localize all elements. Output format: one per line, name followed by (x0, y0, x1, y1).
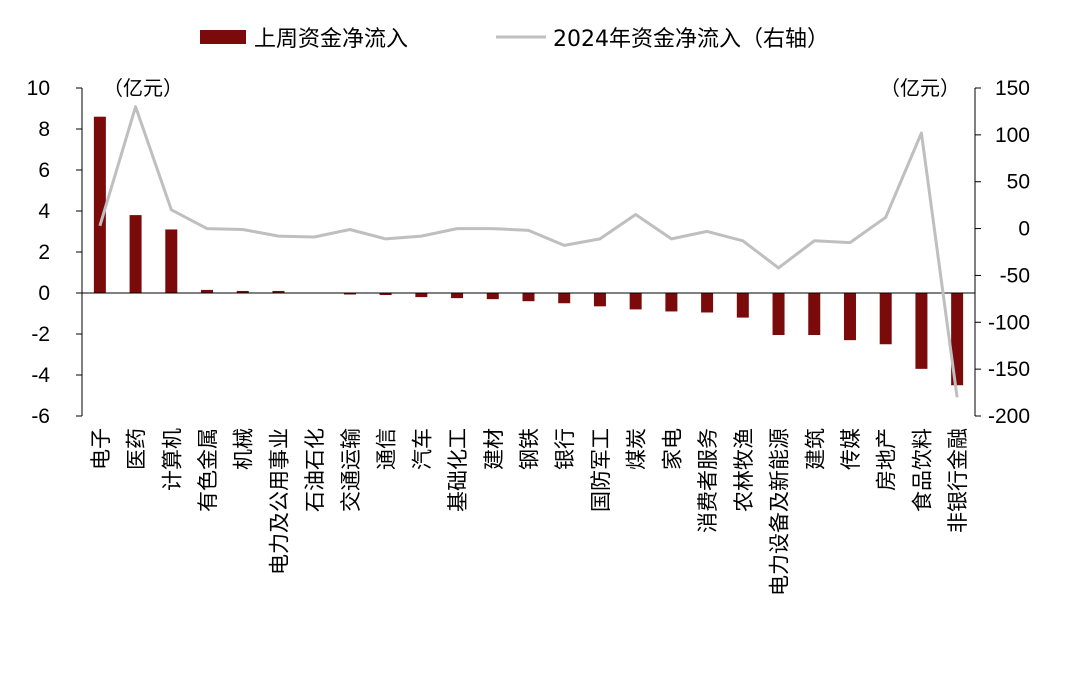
category-label: 电力设备及新能源 (768, 428, 792, 596)
bar (772, 293, 785, 336)
right-axis-unit: （亿元） (880, 76, 960, 100)
bar (343, 293, 356, 295)
right-tick-label: 50 (1007, 171, 1030, 194)
category-label: 消费者服务 (696, 428, 720, 533)
category-label: 机械 (232, 428, 256, 470)
bar (665, 293, 678, 312)
right-tick-label: 0 (1018, 218, 1030, 241)
bar (879, 293, 892, 345)
bar (915, 293, 928, 369)
series-line (98, 105, 959, 398)
bar (629, 293, 642, 310)
right-tick-label: -150 (988, 358, 1030, 381)
category-label: 煤炭 (625, 428, 649, 470)
right-tick-label: -50 (1000, 264, 1030, 287)
category-label: 非银行金融 (946, 428, 970, 533)
bar-series (93, 116, 964, 386)
bar (379, 293, 392, 296)
category-label: 汽车 (410, 428, 434, 470)
category-label: 有色金属 (196, 428, 220, 512)
left-tick-label: 6 (38, 159, 50, 182)
bar (951, 293, 964, 386)
bar (808, 293, 821, 336)
line-series (98, 105, 959, 398)
category-label: 银行 (553, 428, 577, 470)
category-label: 食品饮料 (910, 428, 934, 512)
category-label: 计算机 (160, 428, 184, 491)
left-tick-label: -6 (31, 405, 50, 428)
category-label: 建筑 (803, 428, 827, 470)
category-label: 电子 (89, 428, 113, 470)
bar (558, 293, 571, 304)
right-tick-label: 100 (995, 124, 1030, 147)
bar (236, 290, 249, 293)
left-axis-ticks: 10 8 6 4 2 0 -2 -4 -6 (27, 77, 82, 428)
legend-line-label: 2024年资金净流入（右轴） (553, 27, 829, 52)
left-tick-label: 10 (27, 77, 50, 100)
right-tick-label: -200 (988, 405, 1030, 428)
left-tick-label: 0 (38, 282, 50, 305)
bar (593, 293, 606, 307)
category-label: 交通运输 (339, 428, 363, 512)
bar (129, 215, 142, 293)
legend: 上周资金净流入 2024年资金净流入（右轴） (200, 27, 829, 52)
left-tick-label: 8 (38, 118, 50, 141)
category-label: 医药 (125, 428, 149, 470)
left-tick-label: -4 (31, 364, 50, 387)
bar (843, 293, 856, 341)
category-label: 基础化工 (446, 428, 470, 512)
category-label: 石油石化 (303, 428, 327, 512)
right-tick-label: 150 (995, 77, 1030, 100)
right-tick-label: -100 (988, 311, 1030, 334)
category-label: 建材 (482, 428, 506, 470)
bar (701, 293, 714, 313)
category-labels: 电子 医药 计算机 有色金属 机械 电力及公用事业 石油石化 交通运输 通信 汽车 基础化工 建材 钢铁… (89, 428, 970, 596)
bar (522, 293, 535, 302)
left-tick-label: 4 (38, 200, 50, 223)
category-label: 国防军工 (589, 428, 613, 512)
left-axis-unit: （亿元） (103, 76, 183, 100)
legend-bar-label: 上周资金净流入 (254, 27, 408, 52)
right-axis-ticks: 150 100 50 0 -50 -100 -150 -200 (975, 77, 1030, 428)
left-tick-label: -2 (31, 323, 50, 346)
category-label: 农林牧渔 (732, 428, 756, 512)
bar (451, 293, 464, 299)
bar (165, 229, 178, 293)
bar (486, 293, 499, 300)
category-label: 传媒 (839, 428, 863, 470)
category-label: 通信 (375, 428, 399, 470)
left-tick-label: 2 (38, 241, 50, 264)
bar (93, 116, 106, 293)
category-label: 房地产 (875, 428, 899, 491)
bar (201, 289, 214, 293)
bar (736, 293, 749, 318)
category-label: 家电 (660, 428, 684, 470)
bar (415, 293, 428, 298)
bar (272, 290, 285, 293)
category-label: 钢铁 (518, 428, 542, 470)
category-label: 电力及公用事业 (267, 428, 291, 575)
legend-bar-swatch (200, 30, 246, 44)
